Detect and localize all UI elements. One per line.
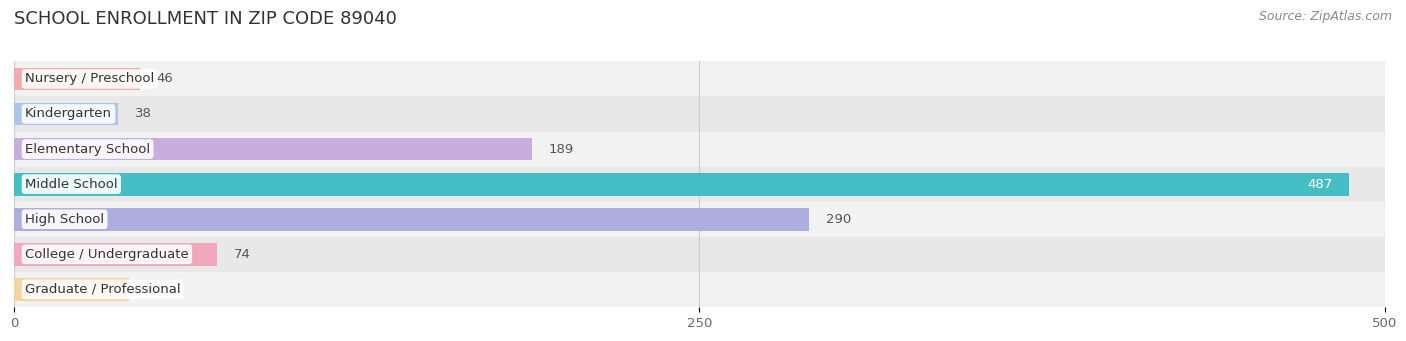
- Bar: [14, 237, 1385, 272]
- Text: Elementary School: Elementary School: [25, 143, 150, 155]
- Text: Source: ZipAtlas.com: Source: ZipAtlas.com: [1258, 10, 1392, 23]
- Bar: [14, 243, 217, 266]
- Bar: [14, 202, 1385, 237]
- Bar: [14, 68, 141, 90]
- Text: 38: 38: [135, 107, 152, 120]
- Text: 42: 42: [146, 283, 163, 296]
- Bar: [14, 278, 129, 301]
- Text: 46: 46: [156, 72, 173, 85]
- Bar: [14, 61, 1385, 97]
- Bar: [14, 103, 118, 125]
- Text: Graduate / Professional: Graduate / Professional: [25, 283, 180, 296]
- Text: College / Undergraduate: College / Undergraduate: [25, 248, 188, 261]
- Bar: [14, 138, 533, 161]
- Bar: [14, 208, 810, 231]
- Text: Nursery / Preschool: Nursery / Preschool: [25, 72, 155, 85]
- Text: Middle School: Middle School: [25, 178, 118, 191]
- Text: High School: High School: [25, 213, 104, 226]
- Text: Kindergarten: Kindergarten: [25, 107, 112, 120]
- Text: SCHOOL ENROLLMENT IN ZIP CODE 89040: SCHOOL ENROLLMENT IN ZIP CODE 89040: [14, 10, 396, 28]
- Bar: [14, 272, 1385, 307]
- Bar: [14, 132, 1385, 167]
- Text: 189: 189: [548, 143, 574, 155]
- Text: 487: 487: [1308, 178, 1333, 191]
- Text: 290: 290: [825, 213, 851, 226]
- Bar: [14, 167, 1385, 202]
- Bar: [14, 173, 1350, 195]
- Text: 74: 74: [233, 248, 250, 261]
- Bar: [14, 97, 1385, 132]
